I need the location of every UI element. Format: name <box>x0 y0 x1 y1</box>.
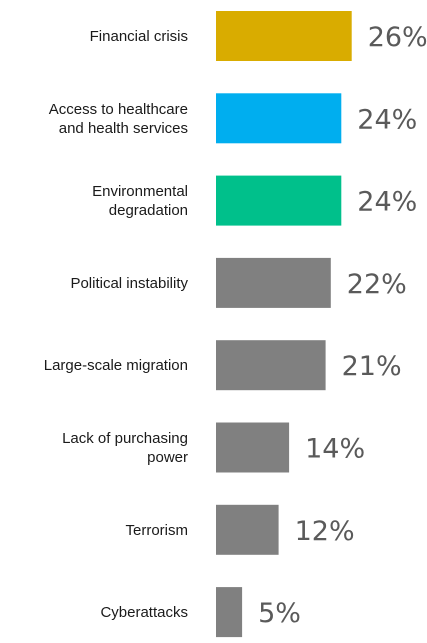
category-label-5: Lack of purchasing power <box>62 430 188 466</box>
bar-7 <box>216 587 243 638</box>
category-label-line: Environmental <box>92 183 188 200</box>
value-label-4: 21% <box>342 351 402 382</box>
value-label-6: 12% <box>295 516 355 547</box>
category-label-line: Large-scale migration <box>44 357 188 374</box>
value-label-1: 24% <box>357 104 417 135</box>
bar-3 <box>216 257 331 308</box>
bar-0 <box>216 11 352 61</box>
value-label-5: 14% <box>305 434 365 465</box>
bars-group: Financial crisis 26% Access to healthcare a… <box>44 11 427 638</box>
category-label-2: Environmental degradation <box>92 183 188 219</box>
value-label-0: 26% <box>368 22 427 53</box>
value-label-2: 24% <box>357 187 417 218</box>
category-label-7: Cyberattacks <box>100 604 188 621</box>
category-label-0: Financial crisis <box>90 28 188 45</box>
bar-4 <box>216 340 326 391</box>
category-label-line: Political instability <box>70 275 188 292</box>
bar-2 <box>216 175 342 226</box>
category-label-line: Terrorism <box>126 522 189 539</box>
category-label-line: degradation <box>109 202 188 219</box>
category-label-6: Terrorism <box>126 522 189 539</box>
bar-6 <box>216 504 279 555</box>
category-label-line: Cyberattacks <box>100 604 188 621</box>
category-label-1: Access to healthcare and health services <box>49 101 188 137</box>
value-label-3: 22% <box>347 269 407 300</box>
category-label-4: Large-scale migration <box>44 357 188 374</box>
category-label-3: Political instability <box>70 275 188 292</box>
category-label-line: and health services <box>59 120 188 137</box>
bar-5 <box>216 422 290 473</box>
category-label-line: power <box>147 449 188 466</box>
category-label-line: Lack of purchasing <box>62 430 188 447</box>
value-label-7: 5% <box>258 598 301 629</box>
category-label-line: Access to healthcare <box>49 101 188 118</box>
bar-1 <box>216 93 342 144</box>
category-label-line: Financial crisis <box>90 28 188 45</box>
